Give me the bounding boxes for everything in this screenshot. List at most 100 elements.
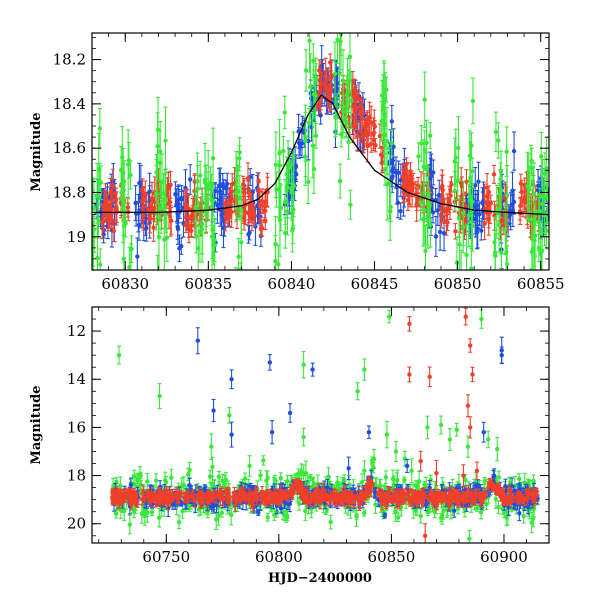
top-point-green [539, 250, 544, 270]
top-point-green [92, 178, 97, 239]
top-point-green [156, 203, 162, 270]
bottom-outlier-red [468, 416, 473, 439]
bottom-outlier-blue [287, 403, 293, 423]
bottom-point-green [169, 468, 174, 487]
top-point-green [471, 287, 475, 334]
top-point-green [346, 124, 351, 160]
top-point-blue [179, 185, 184, 211]
bottom-outlier-green [486, 430, 491, 449]
top-point-green [341, 95, 346, 128]
bottom-point-green [440, 505, 445, 525]
bottom-outlier-red [427, 366, 432, 388]
top-point-green [453, 128, 459, 187]
top-point-green [421, 139, 426, 195]
top-point-red [145, 194, 151, 226]
top-point-green [337, 163, 343, 199]
bottom-outlier-blue [229, 421, 234, 448]
bottom-point-green [496, 500, 501, 514]
top-point-green [98, 165, 104, 201]
top-point-green [210, 127, 216, 189]
top-point-green [382, 125, 387, 165]
bottom-outlier-green [362, 358, 367, 381]
bottom-outlier-blue [267, 354, 273, 371]
top-point-green [539, 131, 544, 181]
bottom-outlier-red [465, 394, 471, 418]
top-point-green [379, 100, 384, 142]
bottom-point-green [149, 508, 155, 517]
top-point-green [346, 69, 352, 114]
bottom-point-red [453, 490, 459, 497]
top-point-green [466, 184, 471, 248]
top-point-green [456, 198, 462, 238]
bottom-point-red [365, 492, 370, 498]
bottom-point-green [187, 461, 192, 479]
top-point-green [529, 147, 534, 175]
top-point-green [291, 193, 296, 226]
top-point-green [456, 116, 461, 180]
top-point-green [273, 235, 278, 270]
top-point-red [482, 183, 487, 210]
top-point-red [110, 168, 115, 203]
top-point-green [348, 72, 354, 130]
top-point-green [94, 162, 100, 230]
bottom-x-tick-label: 60850 [368, 548, 416, 566]
top-point-red [245, 162, 251, 195]
top-point-red [351, 105, 357, 132]
bottom-outlier-green [157, 383, 162, 410]
bottom-panel: 60750 60800 60850 60900 12 14 16 18 20 Magnitude… [29, 306, 550, 586]
top-point-blue [215, 186, 220, 224]
top-point-green [338, 33, 343, 56]
bottom-outlier-green [362, 460, 367, 482]
top-point-red [328, 70, 334, 86]
top-point-red [318, 61, 324, 85]
top-x-tick-label: 60845 [351, 275, 399, 293]
bottom-outlier-green [479, 309, 484, 329]
top-point-red [519, 179, 524, 205]
top-point-blue [221, 179, 226, 195]
bottom-point-green [402, 476, 407, 484]
top-point-red [257, 190, 263, 222]
top-point-green [123, 209, 128, 238]
top-point-green [493, 111, 499, 153]
top-point-red [140, 178, 145, 204]
top-point-green [96, 202, 101, 239]
bottom-outlier-green [393, 441, 399, 462]
bottom-y-axis-label: Magnitude [29, 385, 44, 464]
top-point-blue [480, 187, 485, 220]
bottom-point-green [176, 515, 182, 530]
top-point-green [418, 184, 423, 221]
bottom-y-tick-label: 16 [67, 418, 86, 436]
bottom-point-green [482, 476, 488, 485]
top-point-green [239, 185, 244, 234]
bottom-point-green [373, 495, 378, 514]
top-point-green [311, 144, 317, 194]
top-point-green [237, 268, 242, 270]
bottom-point-green [210, 456, 215, 478]
bottom-outlier-green [301, 427, 306, 447]
bottom-point-green [328, 514, 333, 530]
top-point-green [125, 129, 131, 200]
top-point-blue [298, 138, 303, 156]
bottom-outlier-green [425, 415, 430, 440]
top-point-red [183, 189, 188, 219]
bottom-outlier-green [386, 309, 392, 324]
top-point-red [491, 164, 497, 184]
top-point-green [158, 182, 164, 234]
bottom-point-green [383, 470, 389, 485]
top-point-blue [433, 216, 439, 257]
top-point-green [525, 151, 530, 221]
top-point-red [114, 198, 119, 224]
bottom-point-green [113, 508, 119, 519]
bottom-point-green [137, 466, 143, 483]
bottom-outlier-blue [211, 398, 216, 423]
top-point-red [229, 195, 234, 229]
top-point-green [423, 225, 428, 270]
bottom-outlier-blue [481, 421, 486, 443]
top-point-red [317, 91, 323, 114]
top-point-green [233, 177, 239, 209]
top-point-red [230, 173, 235, 196]
bottom-outlier-green [447, 428, 453, 451]
bottom-point-red [460, 496, 466, 502]
top-point-green [470, 77, 476, 125]
